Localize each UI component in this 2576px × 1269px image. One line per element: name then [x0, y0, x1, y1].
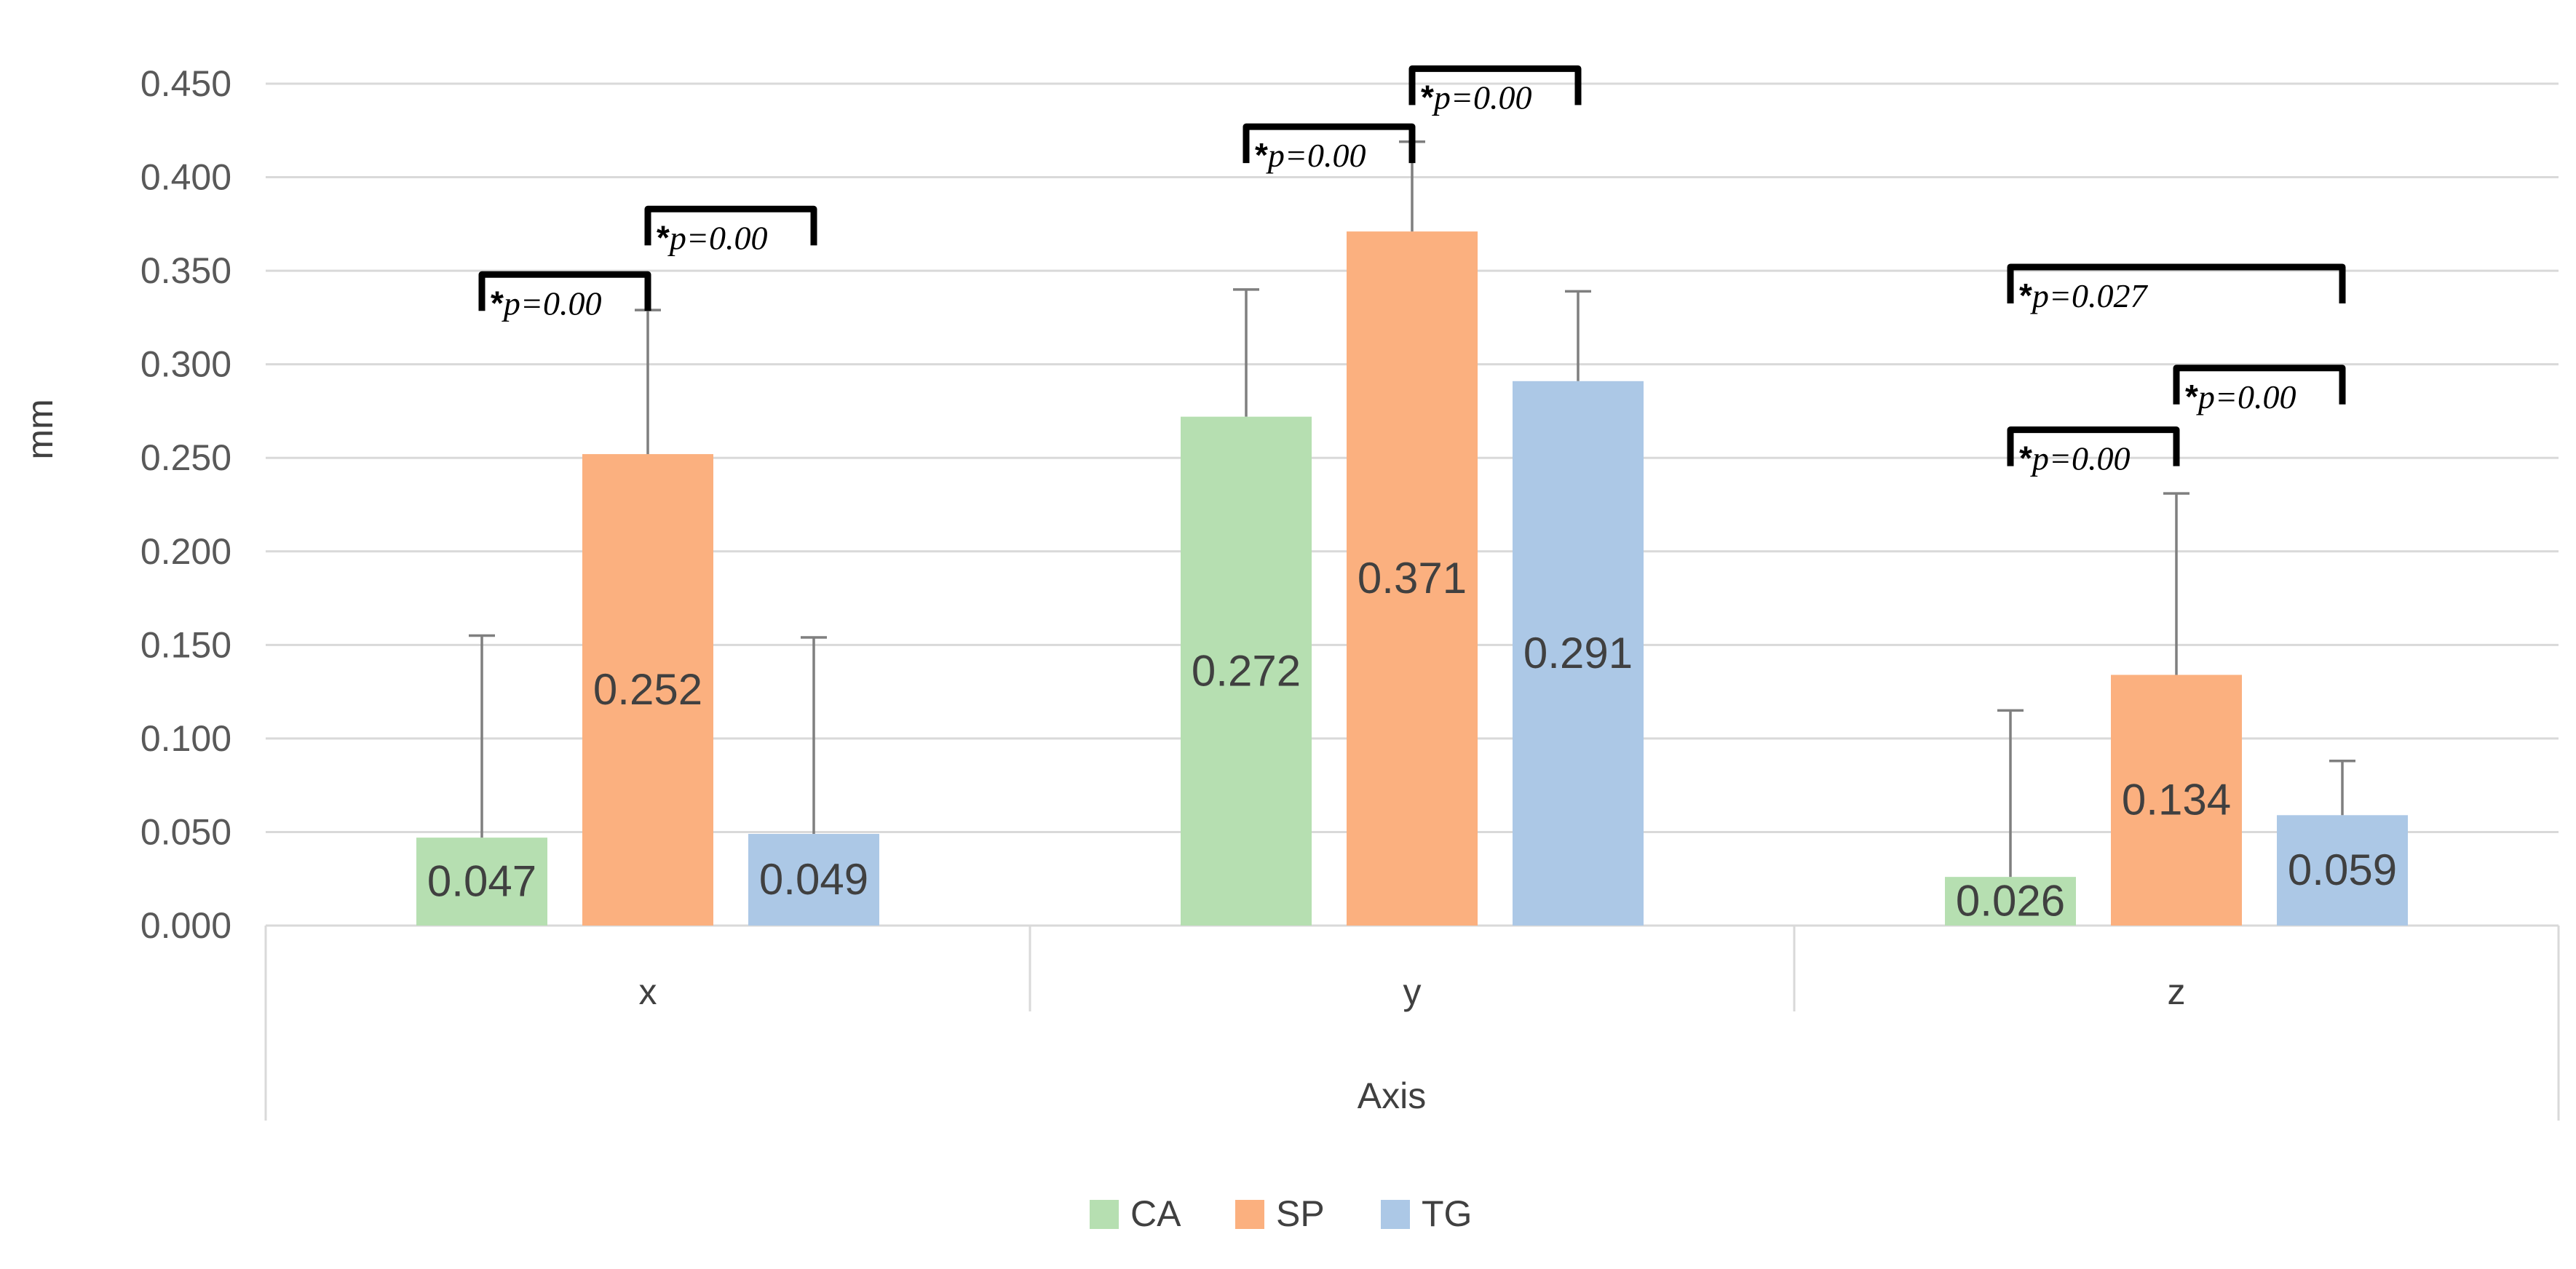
- legend-swatch: [1235, 1200, 1264, 1229]
- p-value: p=0.00: [1432, 79, 1532, 116]
- legend-item-ca: CA: [1090, 1193, 1181, 1234]
- bracket-line: [478, 271, 651, 311]
- significance-star: *: [1421, 78, 1434, 116]
- significance-star: *: [657, 218, 670, 256]
- y-tick-label: 0.350: [140, 250, 231, 291]
- significance-star: *: [2019, 277, 2032, 314]
- bar-tg-y: [1513, 381, 1644, 926]
- significance-star: *: [2185, 378, 2198, 415]
- legend-swatch: [1381, 1200, 1410, 1229]
- p-value: p=0.00: [2030, 440, 2131, 477]
- significance-label: *p=0.00: [2019, 439, 2130, 477]
- bar-ca-y: [1181, 416, 1312, 926]
- significance-label: *p=0.00: [1255, 136, 1366, 174]
- significance-label: *p=0.00: [1421, 78, 1531, 116]
- y-tick-label: 0.000: [140, 905, 231, 946]
- significance-bracket: *p=0.00: [1243, 123, 1416, 174]
- data-label: 0.291: [1523, 629, 1633, 677]
- y-tick-label: 0.300: [140, 344, 231, 385]
- bar-ca-x: [416, 838, 547, 926]
- legend-label: TG: [1422, 1193, 1472, 1234]
- significance-star: *: [2019, 439, 2032, 477]
- y-tick-label: 0.100: [140, 718, 231, 759]
- data-label: 0.371: [1358, 554, 1467, 602]
- x-tick-label: z: [2168, 971, 2186, 1012]
- significance-bracket: *p=0.00: [478, 271, 651, 322]
- data-label: 0.059: [2288, 846, 2397, 894]
- data-labels: 0.047 0.272 0.026 0.252 0.371 0.134 0.049 0.291…: [427, 554, 2397, 926]
- legend-label: SP: [1276, 1193, 1325, 1234]
- data-label: 0.047: [427, 857, 536, 906]
- y-tick-label: 0.400: [140, 157, 231, 198]
- significance-label: *p=0.00: [491, 284, 601, 322]
- y-tick-label: 0.250: [140, 437, 231, 478]
- error-bars: [469, 140, 2355, 878]
- x-axis-label: Axis: [1358, 1075, 1426, 1116]
- data-label: 0.252: [593, 665, 702, 714]
- bar-tg-z: [2277, 815, 2408, 926]
- y-tick-label: 0.150: [140, 624, 231, 665]
- bar-ca-z: [1945, 877, 2076, 926]
- significance-star: *: [1255, 136, 1268, 174]
- legend-item-tg: TG: [1381, 1193, 1472, 1234]
- y-tick-label: 0.050: [140, 811, 231, 852]
- bracket-line: [1408, 65, 1582, 106]
- significance-label: *p=0.027: [2019, 277, 2148, 314]
- significance-brackets: *p=0.00*p=0.00*p=0.00*p=0.00*p=0.027*p=0…: [478, 65, 2346, 477]
- bracket-line: [2007, 263, 2346, 303]
- p-value: p=0.00: [2196, 378, 2296, 415]
- bracket-line: [2173, 365, 2346, 405]
- p-value: p=0.027: [2030, 277, 2149, 314]
- bar-tg-x: [748, 834, 879, 926]
- data-label: 0.272: [1192, 646, 1301, 695]
- x-tick-label: y: [1403, 971, 1422, 1012]
- legend-swatch: [1090, 1200, 1119, 1229]
- bars: [416, 231, 2408, 926]
- significance-bracket: *p=0.00: [2173, 365, 2346, 415]
- bar-sp-z: [2111, 675, 2242, 926]
- significance-bracket: *p=0.00: [1408, 65, 1582, 116]
- data-label: 0.134: [2122, 776, 2231, 824]
- y-tick-label: 0.450: [140, 63, 231, 104]
- x-tick-label: x: [639, 971, 657, 1012]
- significance-label: *p=0.00: [2185, 378, 2296, 415]
- y-axis-label: mm: [20, 399, 60, 459]
- data-label: 0.049: [759, 855, 868, 904]
- significance-bracket: *p=0.00: [644, 205, 817, 256]
- x-axis-ticks: x y z: [639, 971, 2186, 1012]
- bar-sp-x: [582, 454, 713, 926]
- bar-sp-y: [1347, 231, 1478, 926]
- p-value: p=0.00: [1266, 137, 1366, 174]
- data-label: 0.026: [1956, 877, 2065, 926]
- legend: CA SP TG: [1090, 1193, 1472, 1234]
- bracket-line: [2007, 426, 2180, 466]
- bracket-line: [644, 205, 817, 246]
- p-value: p=0.00: [502, 285, 602, 322]
- legend-item-sp: SP: [1235, 1193, 1325, 1234]
- bracket-line: [1243, 123, 1416, 164]
- y-axis-ticks: 0.000 0.050 0.100 0.150 0.200 0.250 0.300 0.350…: [140, 63, 231, 946]
- significance-label: *p=0.00: [657, 218, 767, 256]
- y-tick-label: 0.200: [140, 531, 231, 572]
- p-value: p=0.00: [667, 219, 768, 256]
- legend-label: CA: [1130, 1193, 1181, 1234]
- significance-bracket: *p=0.027: [2007, 263, 2346, 314]
- significance-star: *: [491, 284, 504, 322]
- significance-bracket: *p=0.00: [2007, 426, 2180, 477]
